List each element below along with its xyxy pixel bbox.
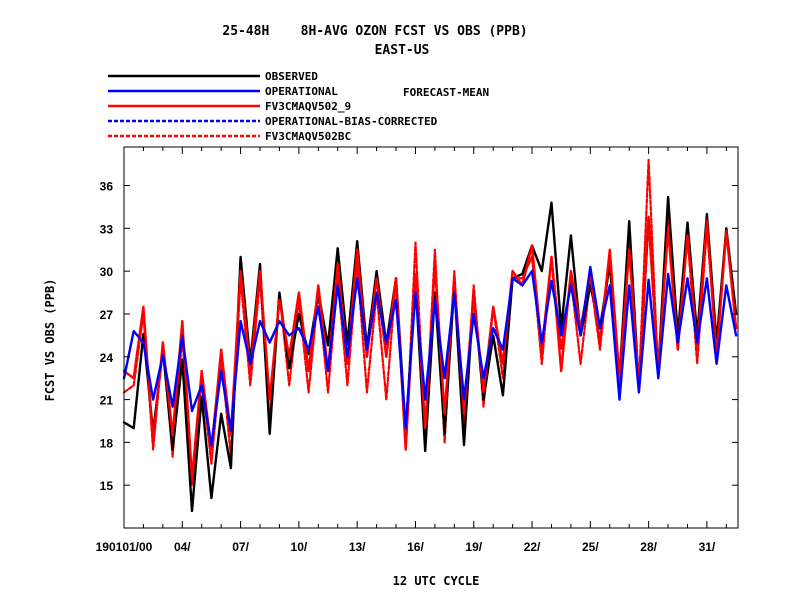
y-tick-label: 36 xyxy=(100,180,114,194)
x-tick-label: 31/ xyxy=(699,540,716,554)
y-tick-label: 30 xyxy=(100,265,114,279)
x-tick-label: 10/ xyxy=(291,540,308,554)
series-line-operational xyxy=(122,265,738,447)
x-tick-label: 19/ xyxy=(465,540,482,554)
legend-label-observed: OBSERVED xyxy=(265,70,318,83)
x-axis: 190101/00 04/07/10/13/16/19/22/25/28/31/ xyxy=(96,147,727,554)
legend: OBSERVED OPERATIONAL FV3CMAQV502_9 OPERATIO… xyxy=(108,70,438,143)
y-tick-label: 27 xyxy=(100,308,114,322)
y-tick-label: 33 xyxy=(100,222,114,236)
x-tick-label: 190101/00 xyxy=(96,540,153,554)
y-tick-label: 15 xyxy=(100,479,114,493)
legend-label-operational-bias-corrected: OPERATIONAL-BIAS-CORRECTED xyxy=(265,115,438,128)
chart-subtitle: EAST-US xyxy=(375,43,430,58)
y-tick-label: 18 xyxy=(100,436,114,450)
chart-title: 25-48H 8H-AVG OZON FCST VS OBS (PPB) xyxy=(222,24,527,39)
y-tick-label: 24 xyxy=(100,351,114,365)
y-axis-label: FCST VS OBS (PPB) xyxy=(43,279,57,402)
forecast-mean-label: FORECAST-MEAN xyxy=(403,86,489,99)
plot-lines xyxy=(122,158,738,513)
legend-label-fv3cmaqv502bc: FV3CMAQV502BC xyxy=(265,130,351,143)
x-tick-label: 07/ xyxy=(232,540,249,554)
x-tick-label: 04/ xyxy=(174,540,191,554)
x-tick-label: 13/ xyxy=(349,540,366,554)
x-tick-label: 16/ xyxy=(407,540,424,554)
legend-label-fv3cmaqv502-9: FV3CMAQV502_9 xyxy=(265,100,351,113)
legend-label-operational: OPERATIONAL xyxy=(265,85,338,98)
x-axis-label: 12 UTC CYCLE xyxy=(393,574,480,588)
y-tick-label: 21 xyxy=(100,394,114,408)
x-tick-label: 22/ xyxy=(524,540,541,554)
x-tick-label: 28/ xyxy=(640,540,657,554)
plot-frame xyxy=(123,146,739,529)
x-tick-label: 25/ xyxy=(582,540,599,554)
y-axis: 15 18 21 24 27 30 33 36 xyxy=(100,180,738,493)
